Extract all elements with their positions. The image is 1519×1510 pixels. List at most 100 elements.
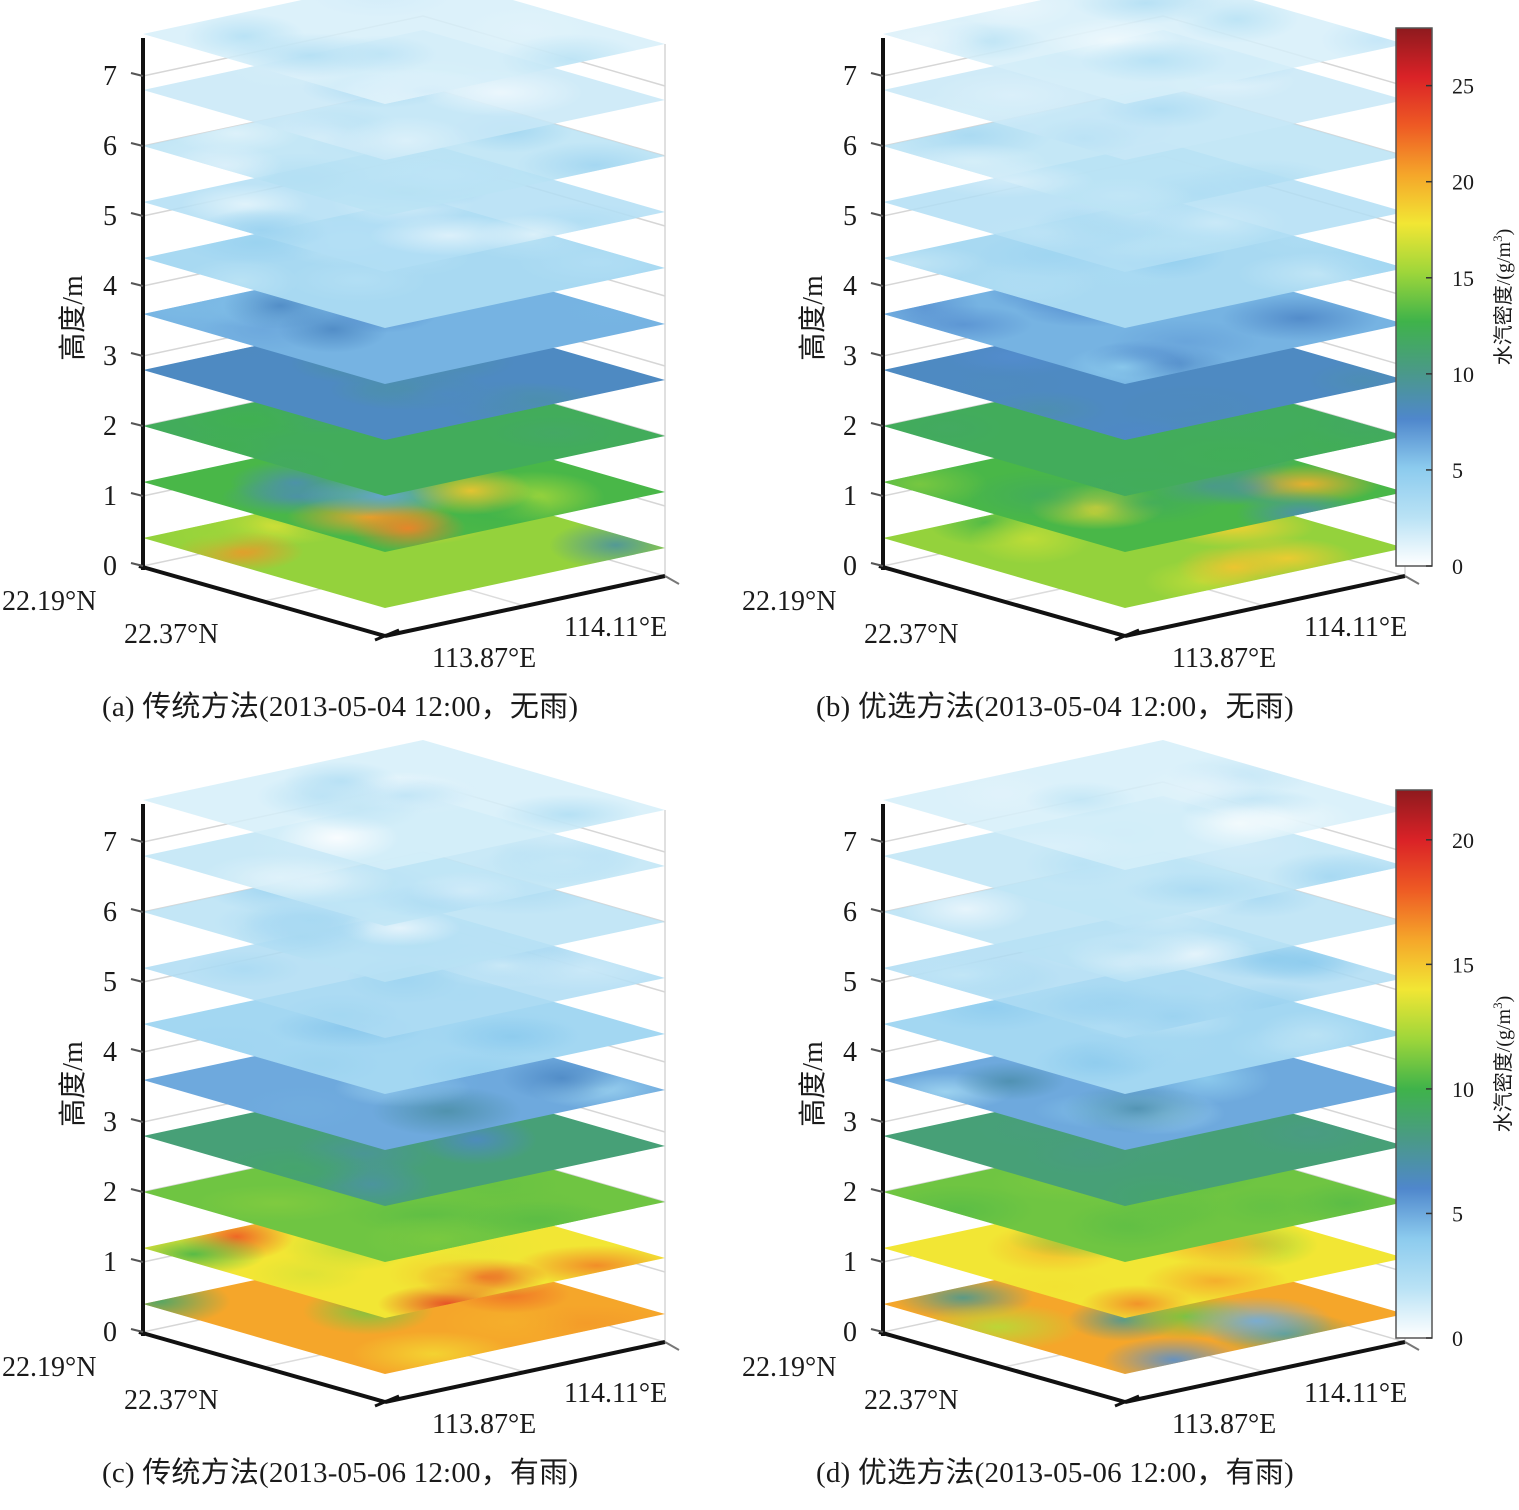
z-tick xyxy=(130,72,144,77)
z-tick-label: 4 xyxy=(103,271,117,302)
z-tick-label: 0 xyxy=(843,551,857,582)
z-tick-label: 4 xyxy=(103,1037,117,1068)
z-tick xyxy=(870,282,884,287)
lon-tick-label: 114.11°E xyxy=(1304,612,1407,643)
axes: 0 1 2 3 4 5 6 7 高度/m 22.19°N 22.37°N 113.87°E 114.11… xyxy=(2,804,680,1440)
slice-cell xyxy=(366,370,527,418)
z-tick xyxy=(130,978,144,983)
panel-d: 0 1 2 3 4 5 6 7 高度/m 22.19°N 22.37°N 113.87°E 114.11… xyxy=(740,740,1460,1510)
z-tick xyxy=(130,142,144,147)
lat-tick-label: 22.37°N xyxy=(864,619,958,650)
lat-tick-label: 22.37°N xyxy=(864,1385,958,1416)
slice-cell xyxy=(549,290,665,332)
colorbar-gradient xyxy=(1395,27,1433,567)
z-tick-label: 2 xyxy=(103,1177,117,1208)
colorbar-label: 水汽密度/(g/m3) xyxy=(1490,996,1515,1133)
z-tick xyxy=(870,1048,884,1053)
slice-cell xyxy=(913,1302,1083,1352)
slice-cell xyxy=(324,35,438,73)
slice-cell xyxy=(407,871,527,911)
z-tick-label: 1 xyxy=(103,481,117,512)
z-tick xyxy=(870,1188,884,1193)
slice-cell xyxy=(349,505,466,552)
colorbar-tick-label: 0 xyxy=(1452,1326,1463,1351)
slice-cell xyxy=(1255,1010,1376,1060)
z-tick xyxy=(870,1258,884,1263)
z-tick xyxy=(130,1118,144,1123)
colorbar-tick-label: 15 xyxy=(1452,952,1474,977)
slice-cell xyxy=(156,507,269,560)
lon-tick-label: 114.11°E xyxy=(564,612,667,643)
z-tick-label: 6 xyxy=(843,897,857,928)
slice-cell xyxy=(1315,241,1405,289)
slice-cell xyxy=(1320,16,1405,64)
lat-axis xyxy=(878,1330,1126,1404)
slice-cell xyxy=(1079,39,1229,83)
slice-cell xyxy=(1180,1296,1333,1346)
axis-tick xyxy=(1404,1341,1420,1351)
slice-cell xyxy=(492,840,638,882)
slice-cell xyxy=(954,1062,1066,1101)
z-tick-label: 6 xyxy=(103,897,117,928)
z-tick xyxy=(130,1258,144,1263)
colorbar-tick-label: 5 xyxy=(1452,458,1463,483)
slice-cell xyxy=(897,142,1049,182)
slice-cell xyxy=(1047,981,1177,1026)
caption-d: (d) 优选方法(2013-05-06 12:00，有雨) xyxy=(816,1457,1294,1489)
slice-cell xyxy=(309,0,453,19)
colorbar-tick-label: 20 xyxy=(1452,170,1474,195)
slice-cell xyxy=(1046,927,1206,965)
axis-tick xyxy=(374,628,400,642)
axes: 0 1 2 3 4 5 6 7 高度/m 22.19°N 22.37°N 113.87°E 114.11… xyxy=(742,804,1420,1440)
z-tick-label: 1 xyxy=(843,481,857,512)
slice-cell xyxy=(1094,1171,1220,1206)
slice-cell xyxy=(185,951,303,988)
z-tick-label: 0 xyxy=(103,551,117,582)
lon-tick-label: 114.11°E xyxy=(564,1378,667,1409)
lat-tick-label: 22.19°N xyxy=(2,1352,96,1383)
colorbar-tick-label: 0 xyxy=(1452,554,1463,579)
lat-tick-label: 22.37°N xyxy=(124,1385,218,1416)
axis-tick xyxy=(664,1341,680,1351)
slice-cell xyxy=(440,1298,580,1347)
z-tick xyxy=(130,422,144,427)
z-tick xyxy=(130,562,144,567)
slice-cell xyxy=(888,955,1035,996)
axis-tick xyxy=(1404,575,1420,585)
z-tick xyxy=(870,838,884,843)
slice-cell xyxy=(891,408,1004,449)
z-tick-label: 3 xyxy=(843,1107,857,1138)
lat-axis xyxy=(138,564,386,638)
z-tick xyxy=(130,1048,144,1053)
slice-cell xyxy=(894,305,1033,344)
slice-cell xyxy=(1137,764,1263,809)
slice-cell xyxy=(194,1185,359,1222)
z-tick-label: 2 xyxy=(843,411,857,442)
z-tick xyxy=(870,908,884,913)
slice-cell xyxy=(494,794,643,836)
plot-b: 0 1 2 3 4 5 6 7 高度/m 22.19°N 22.37°N 113.87°E 114.11… xyxy=(742,0,1420,674)
z-tick-label: 3 xyxy=(103,341,117,372)
slice-cell xyxy=(444,1015,580,1059)
z-tick-label: 7 xyxy=(843,827,857,858)
z-tick xyxy=(870,422,884,427)
z-tick xyxy=(130,282,144,287)
z-tick xyxy=(130,352,144,357)
colorbar-tick-label: 5 xyxy=(1452,1201,1463,1226)
plot-a: 0 1 2 3 4 5 6 7 高度/m 22.19°N 22.37°N 113.87°E 114.11… xyxy=(2,0,680,674)
slice-cell xyxy=(883,15,996,65)
colorbar-tick-label: 25 xyxy=(1452,74,1474,99)
z-tick xyxy=(130,838,144,843)
z-tick-label: 0 xyxy=(843,1317,857,1348)
z-axis-label: 高度/m xyxy=(57,275,89,361)
lon-axis xyxy=(1124,1340,1406,1404)
z-tick-label: 7 xyxy=(103,827,117,858)
z-tick xyxy=(130,212,144,217)
z-tick-label: 5 xyxy=(843,201,857,232)
z-tick-label: 1 xyxy=(103,1247,117,1278)
colorbar-label: 水汽密度/(g/m3) xyxy=(1490,229,1515,366)
colorbar-tick-label: 15 xyxy=(1452,266,1474,291)
plot-c: 0 1 2 3 4 5 6 7 高度/m 22.19°N 22.37°N 113.87°E 114.11… xyxy=(2,740,680,1440)
slice-cell xyxy=(883,459,988,510)
lon-tick-label: 113.87°E xyxy=(432,643,536,674)
